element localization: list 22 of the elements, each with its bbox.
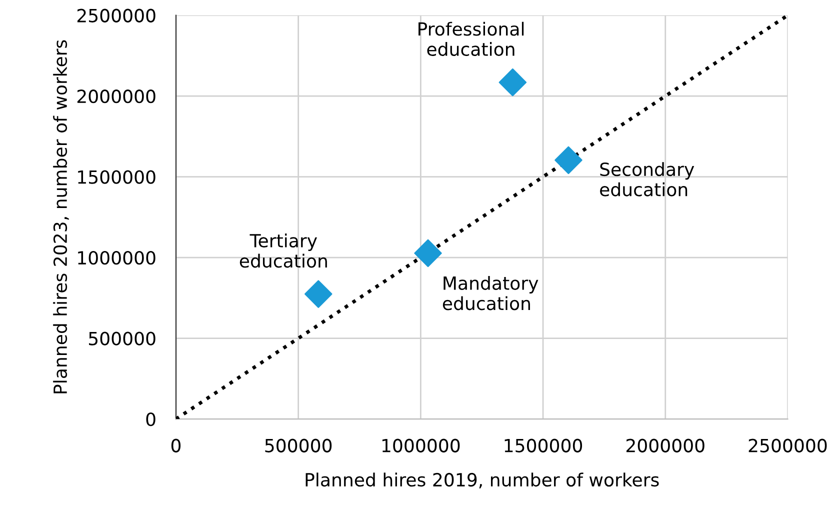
- point: [414, 239, 442, 268]
- annotation: Secondary education: [600, 162, 694, 196]
- y-tick-label: 2500000: [77, 8, 156, 22]
- annotation: Professional education: [418, 22, 524, 56]
- y-tick-label: 500000: [89, 332, 156, 346]
- y-tick-label: 2000000: [77, 90, 156, 104]
- x-tick-label: 2500000: [748, 438, 827, 452]
- x-tick-label: 1500000: [504, 438, 582, 452]
- point: [498, 68, 527, 96]
- y-tick-label: 1000000: [78, 251, 156, 265]
- point: [304, 280, 332, 308]
- point: [554, 146, 582, 174]
- x-tick-label: 0: [171, 438, 181, 452]
- x-tick-label: 500000: [265, 438, 332, 452]
- y-axis-title: Planned hires 2023, number of workers: [53, 40, 69, 394]
- y-tick-label: 1500000: [78, 170, 156, 184]
- x-tick-label: 1000000: [382, 438, 460, 452]
- y-tick-label: 0: [146, 412, 156, 426]
- x-tick-label: 2000000: [626, 438, 704, 452]
- x-axis-title: Planned hires 2019, number of workers: [306, 472, 659, 488]
- annotation: Mandatory education: [442, 276, 538, 310]
- annotation: Tertiary education: [240, 234, 327, 268]
